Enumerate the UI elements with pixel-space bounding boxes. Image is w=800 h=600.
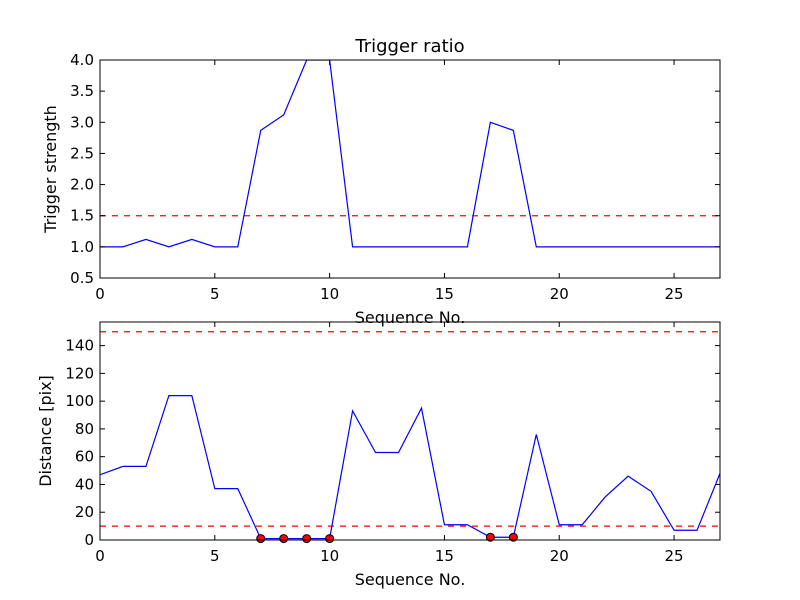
y-axis-label: Distance [pix] — [36, 375, 55, 487]
y-axis-label: Trigger strength — [41, 105, 60, 234]
x-tick-label: 5 — [210, 285, 220, 303]
x-tick-label: 10 — [320, 547, 339, 565]
y-tick-label: 4.0 — [70, 51, 94, 69]
y-tick-label: 2.5 — [70, 144, 94, 162]
y-tick-label: 60 — [75, 448, 94, 466]
y-tick-label: 1.0 — [70, 238, 94, 256]
y-tick-label: 3.0 — [70, 113, 94, 131]
x-tick-label: 0 — [95, 547, 105, 565]
x-tick-label: 15 — [435, 547, 454, 565]
x-tick-label: 20 — [550, 547, 569, 565]
plot-area — [99, 59, 721, 279]
data-point-marker — [302, 534, 312, 544]
data-point-marker — [256, 534, 266, 544]
x-tick-label: 15 — [435, 285, 454, 303]
x-tick-label: 10 — [320, 285, 339, 303]
x-tick-label: 25 — [665, 285, 684, 303]
y-tick-label: 80 — [75, 420, 94, 438]
trigger-ratio-chart: Trigger ratio 0 5 10 15 20 25 0.5 1.0 1.5 2.0 2.5 3… — [41, 36, 721, 327]
plot-frame — [99, 321, 721, 541]
y-tick-label: 140 — [65, 337, 94, 355]
y-tick-label: 2.0 — [70, 176, 94, 194]
y-tick-label: 120 — [65, 364, 94, 382]
y-tick-label: 20 — [75, 503, 94, 521]
series-line-0 — [100, 394, 720, 540]
series-line-0 — [100, 60, 720, 248]
data-point-marker — [279, 534, 289, 544]
y-tick-label: 1.5 — [70, 207, 94, 225]
y-tick-label: 100 — [65, 392, 94, 410]
y-tick-label: 40 — [75, 475, 94, 493]
y-tick-label: 0.5 — [70, 269, 94, 287]
y-tick-label: 0 — [84, 531, 94, 549]
x-tick-label: 0 — [95, 285, 105, 303]
ticks: 0 5 10 15 20 25 0.5 1.0 1.5 2.0 2.5 3.0 3.5 4.0 — [70, 51, 720, 303]
distance-chart: 0 5 10 15 20 25 0 20 40 60 80 100 120 140 Sequence No… — [36, 321, 721, 589]
x-tick-label: 25 — [665, 547, 684, 565]
plot-frame — [99, 59, 721, 279]
ticks: 0 5 10 15 20 25 0 20 40 60 80 100 120 140 — [65, 322, 720, 565]
x-tick-label: 20 — [550, 285, 569, 303]
data-point-marker — [508, 532, 518, 542]
x-tick-label: 5 — [210, 547, 220, 565]
x-axis-label: Sequence No. — [355, 570, 466, 589]
y-tick-label: 3.5 — [70, 82, 94, 100]
chart-title: Trigger ratio — [354, 36, 464, 57]
x-axis-label: Sequence No. — [355, 308, 466, 327]
data-point-marker — [485, 532, 495, 542]
